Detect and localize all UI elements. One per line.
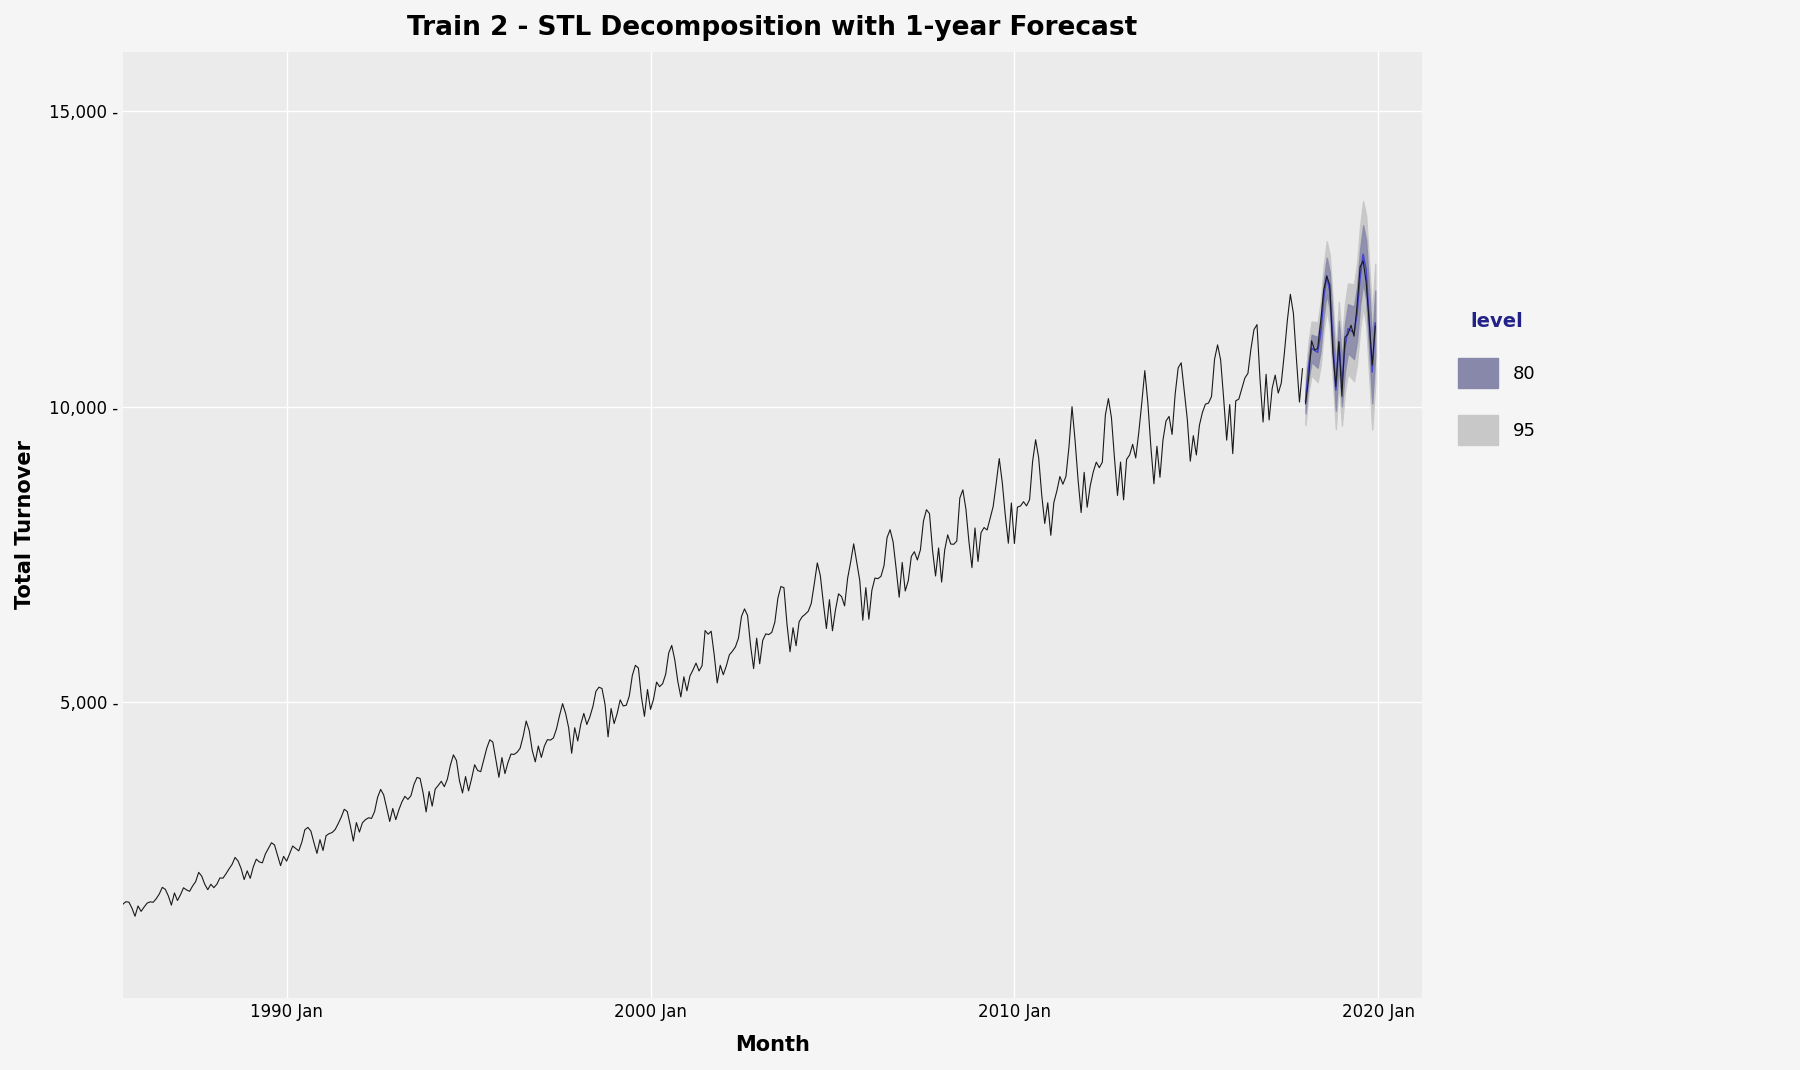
- Y-axis label: Total Turnover: Total Turnover: [14, 441, 34, 610]
- X-axis label: Month: Month: [734, 1035, 810, 1055]
- Title: Train 2 - STL Decomposition with 1-year Forecast: Train 2 - STL Decomposition with 1-year …: [407, 15, 1138, 41]
- Legend: 80, 95: 80, 95: [1444, 297, 1550, 460]
